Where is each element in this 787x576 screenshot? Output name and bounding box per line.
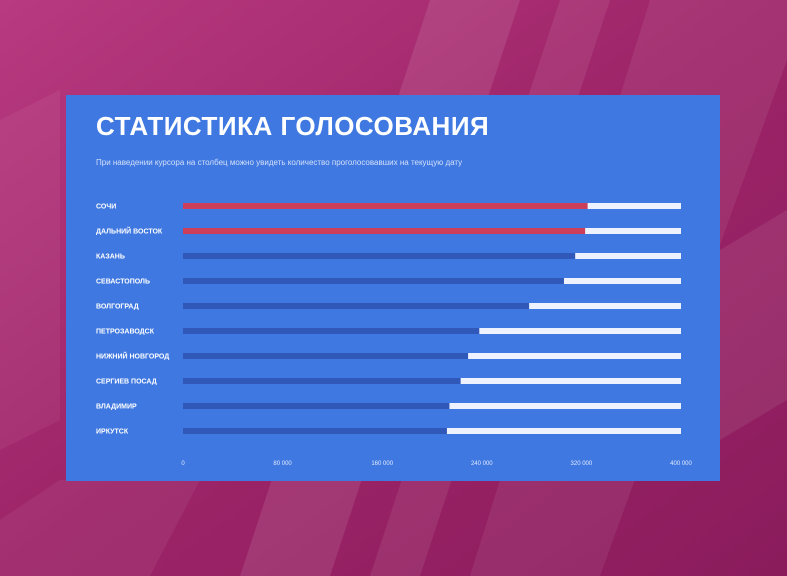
bar-row[interactable]: СОЧИ bbox=[96, 203, 681, 211]
category-label: ДАЛЬНИЙ ВОСТОК bbox=[96, 227, 163, 236]
bar-chart: СОЧИ ДАЛЬНИЙ ВОСТОК КАЗАНЬ СЕВАСТОПОЛЬ ВОЛГО… bbox=[96, 203, 693, 467]
bar-row[interactable]: СЕРГИЕВ ПОСАД bbox=[96, 378, 681, 386]
x-tick-label: 400 000 bbox=[670, 461, 692, 467]
bar-row[interactable]: ИРКУТСК bbox=[96, 428, 681, 436]
chart-subtitle: При наведении курсора на столбец можно у… bbox=[96, 158, 463, 167]
category-label: СОЧИ bbox=[96, 204, 116, 211]
bar[interactable] bbox=[183, 353, 469, 359]
bar-row[interactable]: НИЖНИЙ НОВГОРОД bbox=[96, 352, 681, 361]
bar-row[interactable]: ВОЛГОГРАД bbox=[96, 303, 681, 311]
bar[interactable] bbox=[183, 203, 588, 209]
bar[interactable] bbox=[183, 378, 461, 384]
x-tick-label: 0 bbox=[181, 461, 185, 467]
category-label: ВОЛГОГРАД bbox=[96, 304, 139, 311]
category-label: ПЕТРОЗАВОДСК bbox=[96, 329, 155, 336]
bar[interactable] bbox=[183, 253, 576, 259]
chart-title: СТАТИСТИКА ГОЛОСОВАНИЯ bbox=[96, 111, 490, 141]
category-label: СЕВАСТОПОЛЬ bbox=[96, 279, 150, 286]
chart-panel: СТАТИСТИКА ГОЛОСОВАНИЯ При наведении кур… bbox=[66, 95, 720, 481]
x-tick-label: 80 000 bbox=[273, 461, 292, 467]
bar[interactable] bbox=[183, 228, 586, 234]
category-label: НИЖНИЙ НОВГОРОД bbox=[96, 352, 169, 361]
category-label: ВЛАДИМИР bbox=[96, 404, 137, 411]
bar[interactable] bbox=[183, 428, 447, 434]
bar-row[interactable]: ПЕТРОЗАВОДСК bbox=[96, 328, 681, 336]
x-tick-label: 240 000 bbox=[471, 461, 493, 467]
bar-row[interactable]: КАЗАНЬ bbox=[96, 253, 681, 261]
category-label: КАЗАНЬ bbox=[96, 254, 125, 261]
bar[interactable] bbox=[183, 328, 480, 334]
x-tick-label: 160 000 bbox=[371, 461, 393, 467]
bar[interactable] bbox=[183, 303, 530, 309]
bar[interactable] bbox=[183, 278, 564, 284]
bar-row[interactable]: СЕВАСТОПОЛЬ bbox=[96, 278, 681, 286]
bar-row[interactable]: ВЛАДИМИР bbox=[96, 403, 681, 411]
category-label: ИРКУТСК bbox=[96, 429, 129, 436]
category-label: СЕРГИЕВ ПОСАД bbox=[96, 379, 157, 386]
bar[interactable] bbox=[183, 403, 450, 409]
x-tick-label: 320 000 bbox=[571, 461, 593, 467]
bar-row[interactable]: ДАЛЬНИЙ ВОСТОК bbox=[96, 227, 681, 236]
